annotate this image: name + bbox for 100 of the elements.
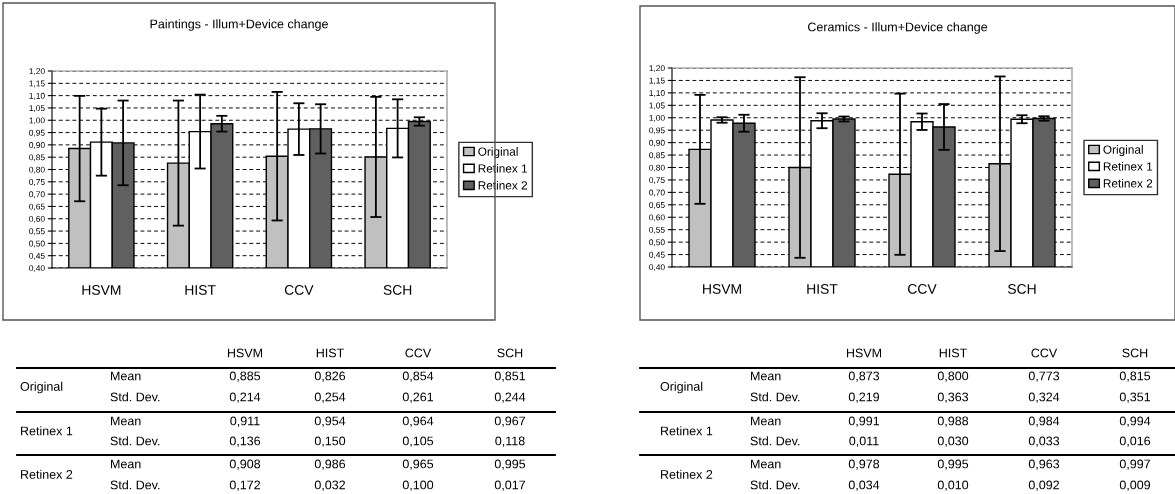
text: Retinex 2 (661, 469, 713, 479)
chart-title: Ceramics - Illum+Device change (808, 22, 988, 34)
legend-label: Retinex 1 (1103, 162, 1153, 171)
text: 0,997 (1119, 459, 1151, 470)
chart-title: Paintings - Illum+Device change (150, 19, 328, 31)
y-tick-label: 0,65 (649, 202, 665, 209)
text: Std. Dev. (110, 436, 160, 446)
text: 0,911 (230, 416, 260, 427)
text: Mean (111, 416, 141, 426)
text: 0,118 (495, 436, 525, 447)
text: 0,988 (937, 416, 969, 427)
text: 0,219 (848, 392, 880, 403)
y-tick-label: 1,00 (649, 114, 665, 122)
category-label: HIST (939, 348, 967, 358)
text: 0,991 (848, 416, 880, 427)
text: 0,016 (1119, 436, 1151, 447)
text: 0,873 (848, 371, 880, 382)
y-tick-label: 0,75 (29, 179, 45, 186)
y-tick-label: 0,50 (29, 240, 45, 248)
y-tick-label: 1,15 (29, 80, 45, 88)
y-tick-label: 0,75 (649, 177, 665, 185)
text: 0,150 (314, 436, 346, 447)
text: 0,324 (1028, 392, 1060, 403)
text: 0,092 (1028, 480, 1060, 491)
x-tick-label: CCV (284, 285, 314, 295)
legend-label: Retinex 2 (1103, 178, 1153, 188)
y-tick-label: 0,55 (649, 226, 665, 234)
category-label: HSVM (227, 348, 263, 358)
text: 0,885 (229, 371, 261, 382)
legend-label: Original (478, 147, 518, 159)
text: Mean (751, 459, 781, 469)
text: Retinex 2 (21, 469, 73, 479)
y-tick-label: 0,70 (29, 191, 45, 199)
y-tick-label: 1,20 (29, 68, 45, 76)
text: 0,963 (1028, 459, 1060, 470)
y-tick-label: 0,90 (29, 142, 45, 149)
text: 0,994 (1119, 416, 1151, 427)
text: 0,363 (937, 392, 969, 403)
category-label: CCV (1031, 348, 1058, 358)
text: Mean (751, 371, 781, 381)
category-label: HSVM (846, 348, 882, 358)
y-tick-label: 1,05 (29, 105, 45, 113)
y-tick-label: 0,55 (29, 228, 45, 236)
text: 0,033 (1028, 436, 1060, 447)
y-tick-label: 0,85 (29, 154, 45, 162)
y-tick-label: 0,50 (649, 239, 665, 247)
text: 0,984 (1028, 416, 1060, 427)
y-tick-label: 1,05 (649, 102, 665, 110)
text: 0,854 (402, 371, 434, 382)
text: Mean (111, 459, 141, 469)
text: Mean (751, 416, 781, 426)
text: 0,815 (1119, 371, 1151, 382)
x-tick-label: HSVM (82, 285, 121, 295)
text: Retinex 1 (661, 426, 713, 436)
text: 0,995 (937, 459, 969, 470)
text: 0,254 (314, 392, 346, 403)
text: Retinex 1 (21, 426, 73, 436)
text: 0,351 (1119, 392, 1151, 403)
text: 0,826 (314, 371, 346, 382)
text: 0,773 (1028, 371, 1060, 382)
text: 0,967 (494, 416, 526, 427)
text: 0,908 (229, 459, 261, 470)
text: Original (20, 381, 63, 394)
y-tick-label: 0,40 (649, 264, 665, 272)
text: 0,032 (314, 480, 346, 491)
y-tick-label: 0,65 (29, 203, 45, 211)
y-tick-label: 0,80 (649, 164, 665, 172)
category-label: CCV (405, 348, 432, 358)
x-tick-label: HIST (185, 285, 216, 295)
legend-label: Original (1103, 145, 1143, 157)
legend-label: Retinex 1 (478, 164, 528, 173)
text: 0,978 (848, 459, 880, 470)
y-tick-label: 0,60 (649, 214, 665, 222)
y-tick-label: 1,15 (649, 77, 665, 85)
text: 0,851 (494, 371, 526, 382)
x-tick-label: HIST (807, 284, 838, 294)
y-tick-label: 0,60 (29, 215, 45, 223)
y-tick-label: 0,70 (649, 189, 665, 197)
y-tick-label: 0,85 (649, 152, 665, 160)
text: 0,010 (937, 480, 969, 491)
y-tick-label: 0,45 (649, 251, 665, 259)
text: 0,172 (229, 480, 261, 491)
text: 0,105 (402, 436, 434, 447)
x-tick-label: SCH (383, 285, 412, 295)
text: 0,011 (849, 436, 879, 447)
y-tick-label: 0,80 (29, 166, 45, 174)
text: 0,017 (494, 480, 526, 491)
x-tick-label: CCV (908, 284, 937, 294)
y-tick-label: 0,45 (29, 252, 45, 260)
text: Std. Dev. (110, 392, 160, 402)
x-tick-label: SCH (1007, 284, 1036, 294)
text: 0,244 (494, 392, 526, 403)
y-tick-label: 1,10 (649, 90, 665, 97)
category-label: SCH (497, 348, 523, 358)
category-label: HIST (316, 348, 344, 358)
text: 0,100 (402, 480, 434, 491)
y-tick-label: 0,90 (649, 139, 665, 147)
text: 0,136 (229, 436, 261, 447)
text: Std. Dev. (110, 480, 160, 490)
text: 0,965 (402, 459, 434, 470)
